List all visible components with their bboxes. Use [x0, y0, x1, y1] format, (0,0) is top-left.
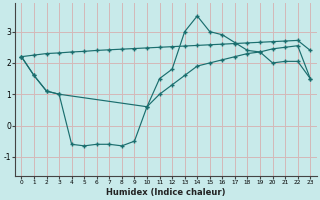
X-axis label: Humidex (Indice chaleur): Humidex (Indice chaleur): [106, 188, 226, 197]
